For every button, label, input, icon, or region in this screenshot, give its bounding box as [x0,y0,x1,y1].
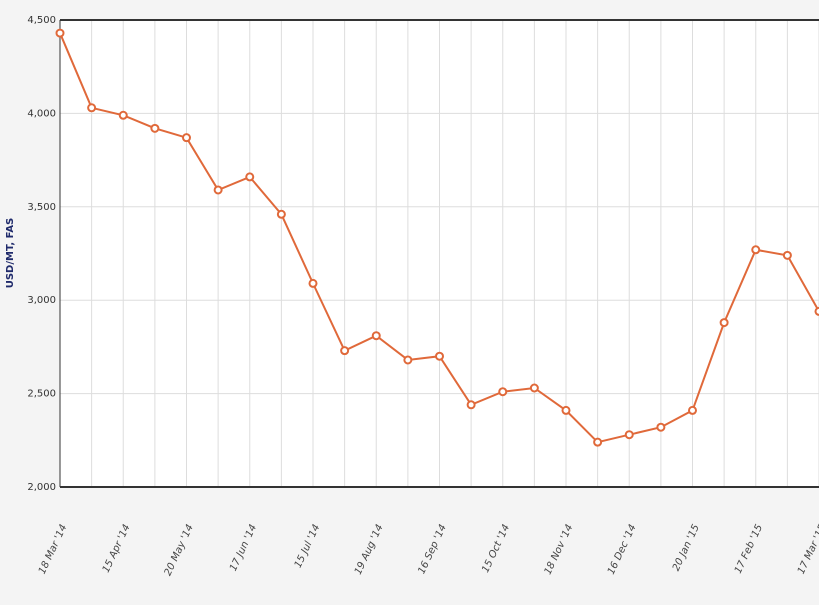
x-tick-label: 18 Nov '14 [543,523,576,577]
point [782,250,792,260]
x-tick-label: 15 Oct '14 [480,523,512,575]
x-tick-label: 20 Jan '15 [671,523,702,573]
point [529,383,539,393]
y-tick-label: 3,500 [27,202,56,213]
point [308,278,318,288]
y-tick-label: 2,000 [27,482,56,493]
point [213,185,223,195]
y-tick-label: 2,500 [27,389,56,400]
point [182,133,191,143]
x-tick-label: 19 Aug '14 [353,523,386,577]
y-tick-label: 4,000 [27,108,56,119]
y-tick-label: 4,500 [27,15,56,26]
x-tick-label: 17 Jun '14 [228,523,259,573]
point [814,306,819,316]
x-tick-label: 15 Jul '14 [293,523,323,570]
point [593,437,603,447]
point [498,387,508,397]
point [340,346,350,356]
point [276,209,286,219]
point [561,405,571,415]
point [466,400,476,410]
point [624,430,634,440]
point [719,318,729,328]
point [403,355,413,365]
point [688,405,697,415]
x-tick-label: 18 Mar '14 [37,523,70,576]
x-tick-label: 17 Feb '15 [733,523,765,576]
point [435,351,444,361]
x-tick-label: 16 Sep '14 [416,523,449,576]
x-tick-label: 15 Apr '14 [101,523,133,575]
point [150,123,160,133]
point [118,110,128,120]
y-axis-label: USD/MT, FAS [5,218,16,289]
point [245,172,255,182]
x-tick-label: 16 Dec '14 [606,523,639,577]
x-tick-label: 20 May '14 [163,523,196,578]
point [656,422,666,432]
x-tick-label: 17 Mar '15 [796,523,819,576]
point [751,245,761,255]
point [55,28,65,38]
point [87,103,97,113]
point [371,331,381,341]
y-tick-label: 3,000 [27,295,56,306]
